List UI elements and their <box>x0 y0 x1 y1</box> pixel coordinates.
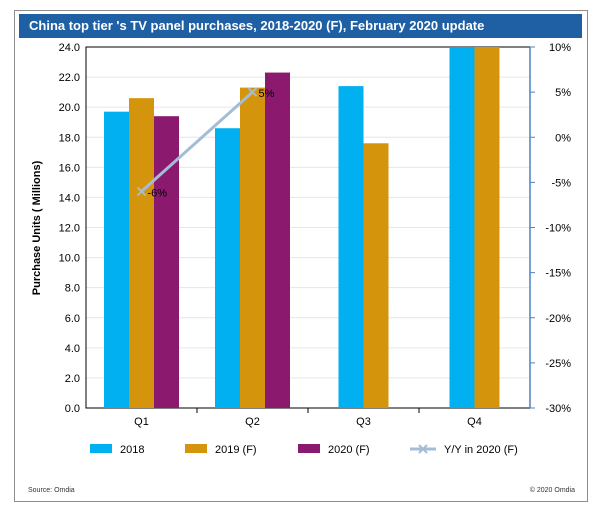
yoy-marker <box>136 186 147 197</box>
y2-tick-label: -30% <box>545 403 571 415</box>
y2-tick-label: -20% <box>545 313 571 325</box>
legend-swatch <box>185 444 207 453</box>
y-tick-label: 6.0 <box>65 313 80 325</box>
bar-2020-f-q2 <box>265 72 290 408</box>
bar-2018-q4 <box>449 47 475 408</box>
x-tick-label: Q2 <box>245 416 260 428</box>
y-tick-label: 24.0 <box>59 42 80 54</box>
legend-label: 2018 <box>120 444 144 456</box>
yoy-label: 5% <box>259 88 275 100</box>
y-tick-label: 12.0 <box>59 223 80 235</box>
y2-tick-label: -25% <box>545 358 571 370</box>
bar-2018-q2 <box>215 128 240 408</box>
legend-swatch <box>298 444 320 453</box>
yoy-label: -6% <box>148 187 168 199</box>
bar-2019-f-q3 <box>363 143 389 408</box>
y-tick-label: 2.0 <box>65 373 80 385</box>
y2-tick-label: -10% <box>545 223 571 235</box>
y-tick-label: 14.0 <box>59 192 80 204</box>
y-tick-label: 0.0 <box>65 403 80 415</box>
bar-2019-f-q1 <box>129 98 154 409</box>
bar-2018-q1 <box>104 111 129 408</box>
y-axis-left: 0.0 2.0 4.0 6.0 8.0 10.0 12.0 14.0 16.0 18.0 20.0 2… <box>59 42 80 415</box>
bar-2018-q3 <box>338 86 364 408</box>
legend-line-marker <box>418 444 428 454</box>
y-tick-label: 10.0 <box>59 253 80 265</box>
y2-tick-label: -5% <box>551 177 571 189</box>
y-tick-label: 22.0 <box>59 72 80 84</box>
yoy-marker <box>247 87 258 97</box>
y-tick-label: 8.0 <box>65 283 80 295</box>
y-tick-label: 4.0 <box>65 343 80 355</box>
legend-swatch <box>90 444 112 453</box>
bar-2019-f-q4 <box>474 47 500 408</box>
x-tick-label: Q4 <box>467 416 482 428</box>
bar-2019-f-q2 <box>240 87 265 409</box>
y-axis-right: -30% -25% -20% -15% -10% -5% 0% 5% 10% <box>529 42 571 415</box>
x-axis: Q1 Q2 Q3 Q4 <box>134 408 482 428</box>
legend-label: 2020 (F) <box>328 444 370 456</box>
x-tick-label: Q3 <box>356 416 371 428</box>
bars <box>104 47 500 409</box>
yoy-line-group: -6% 5% <box>136 87 275 199</box>
yoy-line <box>140 91 254 193</box>
legend-label: Y/Y in 2020 (F) <box>444 444 518 456</box>
y-axis-title: Purchase Units ( Millions) <box>31 160 43 295</box>
source-note: Source: Omdia <box>28 487 75 494</box>
y2-tick-label: -15% <box>545 268 571 280</box>
y-tick-label: 16.0 <box>59 162 80 174</box>
y-tick-label: 18.0 <box>59 132 80 144</box>
y2-tick-label: 5% <box>555 87 571 99</box>
y2-tick-label: 0% <box>555 132 571 144</box>
copyright-note: © 2020 Omdia <box>529 487 575 494</box>
chart-title: China top tier 's TV panel purchases, 20… <box>19 14 582 38</box>
y-tick-label: 20.0 <box>59 102 80 114</box>
legend: 2018 2019 (F) 2020 (F) Y/Y in 2020 (F) <box>90 444 518 456</box>
x-tick-label: Q1 <box>134 416 149 428</box>
legend-label: 2019 (F) <box>215 444 257 456</box>
y2-tick-label: 10% <box>549 42 571 54</box>
bar-2020-f-q1 <box>154 116 179 409</box>
